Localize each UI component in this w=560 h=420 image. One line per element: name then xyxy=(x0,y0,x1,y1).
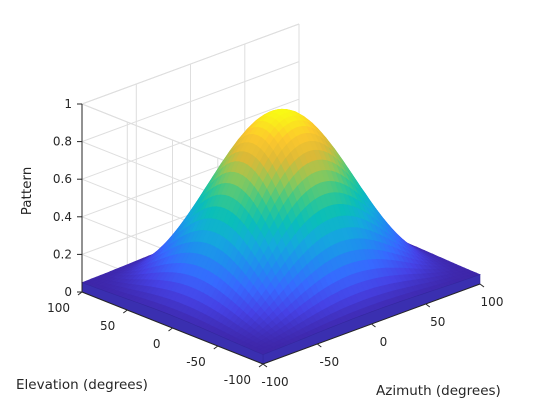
tick-labels: -100 -50 0 50 100 -100 -50 0 50 100 0 0.2 0.4 0.6 0.8 1 xyxy=(47,97,503,389)
z-axis-label: Pattern xyxy=(19,167,35,216)
x-axis-label: Azimuth (degrees) xyxy=(376,383,501,399)
surface-plot xyxy=(81,108,481,365)
y-tick-mark xyxy=(168,327,173,332)
y-tick-label: -50 xyxy=(186,355,206,369)
y-axis-label: Elevation (degrees) xyxy=(16,377,148,393)
x-tick-label: -50 xyxy=(319,355,339,369)
z-tick-label: 0.6 xyxy=(53,172,72,186)
x-tick-label: 50 xyxy=(430,315,445,329)
y-tick-mark xyxy=(213,345,219,350)
y-tick-label: 100 xyxy=(47,301,70,315)
back-wall-gridline xyxy=(81,61,300,143)
back-wall-gridline xyxy=(81,98,300,180)
x-tick-mark xyxy=(262,363,268,368)
y-tick-label: 0 xyxy=(153,337,161,351)
y-tick-label: 50 xyxy=(100,319,115,333)
y-tick-label: -100 xyxy=(224,373,251,387)
x-tick-mark xyxy=(316,343,322,348)
z-tick-label: 0.8 xyxy=(53,135,72,149)
axes xyxy=(77,103,485,368)
z-tick-label: 0.4 xyxy=(53,210,72,224)
z-tick-label: 1 xyxy=(64,97,72,111)
x-tick-mark xyxy=(479,283,485,288)
x-tick-mark xyxy=(371,323,376,328)
x-tick-label: 100 xyxy=(481,295,504,309)
box-edge xyxy=(81,23,300,105)
x-tick-label: 0 xyxy=(380,335,388,349)
z-tick-label: 0 xyxy=(64,285,72,299)
y-tick-mark xyxy=(123,309,128,314)
x-tick-label: -100 xyxy=(261,375,288,389)
z-tick-label: 0.2 xyxy=(53,247,72,261)
x-tick-mark xyxy=(425,303,431,308)
y-tick-mark xyxy=(258,363,264,368)
